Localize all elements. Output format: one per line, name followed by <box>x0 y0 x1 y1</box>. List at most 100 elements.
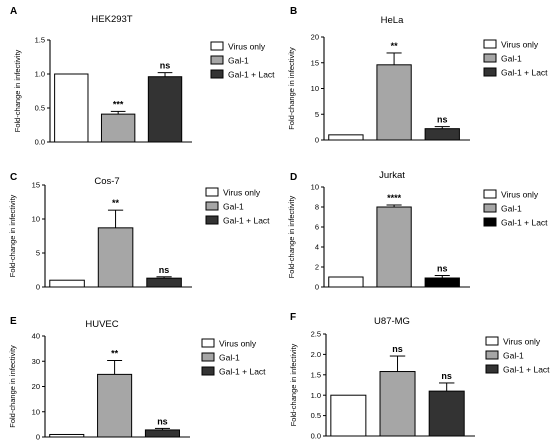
chart-title: HeLa <box>381 15 404 26</box>
y-tick-label: 10 <box>32 215 40 224</box>
legend-entry: Gal-1 + Lact <box>219 367 266 377</box>
bar-1 <box>328 276 364 288</box>
bar-2 <box>379 371 416 437</box>
y-tick-label: 10 <box>311 84 319 93</box>
bar-2 <box>376 64 412 141</box>
legend-swatch <box>483 189 497 199</box>
panel-f: F U87-MG Fold-change in infectivity 0.0 0.5 1… <box>289 312 550 441</box>
legend-swatch <box>205 187 219 197</box>
bar-3 <box>147 76 183 143</box>
legend-swatch <box>485 336 499 346</box>
legend-swatch <box>485 364 499 374</box>
panel-label: B <box>290 6 297 17</box>
legend-swatch <box>483 53 497 63</box>
y-tick-label: 2 <box>315 263 319 272</box>
significance-label: *** <box>113 99 124 109</box>
significance-label: ns <box>437 264 448 274</box>
y-axis-label: Fold-change in infectivity <box>8 194 17 277</box>
bar-3 <box>428 390 465 437</box>
y-tick-label: 0.5 <box>35 104 45 113</box>
y-tick-label: 0.0 <box>35 138 45 147</box>
y-tick-label: 1.0 <box>35 70 45 79</box>
significance-label: ** <box>111 348 119 358</box>
legend-swatch <box>483 217 497 227</box>
legend-entry: Gal-1 <box>219 353 240 363</box>
legend-entry: Gal-1 <box>223 202 244 212</box>
y-tick-label: 2.0 <box>311 350 321 359</box>
legend-entry: Virus only <box>223 188 261 198</box>
y-tick-label: 30 <box>32 357 40 366</box>
significance-label: ns <box>157 416 168 426</box>
panel-label: A <box>10 6 17 17</box>
legend-swatch <box>210 55 224 65</box>
y-tick-label: 0 <box>315 283 319 292</box>
significance-label: ns <box>160 61 171 71</box>
chart-title: Jurkat <box>379 170 405 181</box>
y-tick-label: 2.5 <box>311 330 321 339</box>
y-tick-label: 8 <box>315 203 319 212</box>
significance-label: ns <box>437 115 448 125</box>
legend-swatch <box>210 69 224 79</box>
chart-title: U87-MG <box>374 316 410 327</box>
legend-entry: Gal-1 <box>503 351 524 361</box>
legend-swatch <box>205 201 219 211</box>
y-tick-label: 0.5 <box>311 411 321 420</box>
legend-entry: Virus only <box>501 190 539 200</box>
bar-1 <box>328 134 364 141</box>
panel-label: F <box>290 312 296 323</box>
y-tick-label: 20 <box>311 33 319 42</box>
chart-title: HUVEC <box>85 319 118 330</box>
y-axis-label: Fold-change in infectivity <box>287 195 296 278</box>
legend-entry: Gal-1 + Lact <box>223 216 270 226</box>
significance-label: ns <box>441 371 452 381</box>
y-tick-label: 6 <box>315 223 319 232</box>
legend-swatch <box>201 352 215 362</box>
y-tick-label: 4 <box>315 243 319 252</box>
legend-entry: Virus only <box>503 337 541 347</box>
significance-label: ns <box>159 265 170 275</box>
y-tick-label: 0.0 <box>311 432 321 441</box>
legend-entry: Gal-1 <box>501 54 522 64</box>
y-axis-label: Fold-change in infectivity <box>289 343 298 426</box>
legend-swatch <box>205 215 219 225</box>
y-tick-label: 5 <box>315 110 319 119</box>
panel-label: D <box>290 172 297 183</box>
y-tick-label: 5 <box>36 249 40 258</box>
y-tick-label: 10 <box>311 183 319 192</box>
significance-label: ** <box>112 198 120 208</box>
legend-entry: Gal-1 + Lact <box>503 365 550 375</box>
chart-title: HEK293T <box>91 14 132 25</box>
bar-2 <box>97 373 133 438</box>
legend-entry: Gal-1 + Lact <box>501 218 548 228</box>
chart-title: Cos-7 <box>94 176 119 187</box>
bar-2 <box>97 227 134 288</box>
y-tick-label: 1.0 <box>311 391 321 400</box>
y-tick-label: 20 <box>32 382 40 391</box>
legend-entry: Virus only <box>219 339 257 349</box>
y-tick-label: 0 <box>36 433 40 442</box>
panel-a: A HEK293T Fold-change in infectivity 0.0 0.5… <box>10 6 275 147</box>
legend-swatch <box>210 41 224 51</box>
y-tick-label: 1.5 <box>311 370 321 379</box>
legend-entry: Virus only <box>228 42 266 52</box>
legend-swatch <box>201 366 215 376</box>
y-axis-label: Fold-change in infectivity <box>8 345 17 428</box>
bar-1 <box>49 433 85 438</box>
bar-1 <box>54 73 89 143</box>
y-tick-label: 0 <box>315 136 319 145</box>
legend-entry: Gal-1 <box>228 56 249 66</box>
significance-label: **** <box>387 193 402 203</box>
bar-3 <box>424 277 460 288</box>
panel-label: E <box>10 316 17 327</box>
y-tick-label: 40 <box>32 332 40 341</box>
bar-3 <box>424 128 460 141</box>
legend-entry: Gal-1 + Lact <box>228 70 275 80</box>
y-tick-label: 1.5 <box>35 36 45 45</box>
bar-3 <box>144 429 180 438</box>
bar-3 <box>146 277 182 288</box>
y-axis-label: Fold-change in infectivity <box>287 47 296 130</box>
legend-entry: Virus only <box>501 40 539 50</box>
panel-c: C Cos-7 Fold-change in infectivity 0 5 10 15 **… <box>8 172 270 292</box>
legend-entry: Gal-1 <box>501 204 522 214</box>
bar-1 <box>330 394 367 437</box>
